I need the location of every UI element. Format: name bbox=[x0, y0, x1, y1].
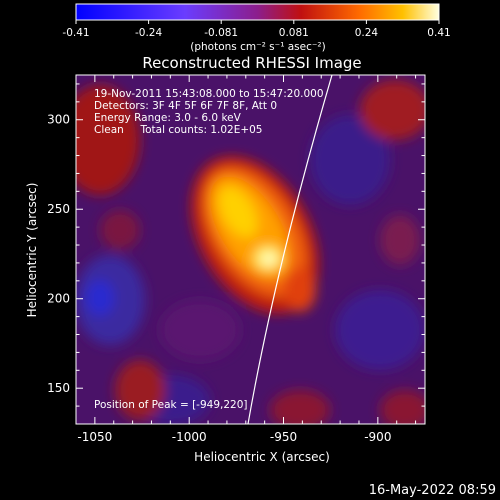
peak-position-label: Position of Peak = [-949,220] bbox=[94, 399, 248, 411]
observation-info: 19-Nov-2011 15:43:08.000 to 15:47:20.000… bbox=[94, 88, 324, 136]
colorbar-units-label: (photons cm⁻² s⁻¹ asec⁻²) bbox=[190, 41, 325, 53]
colorbar-tick-label: -0.24 bbox=[135, 27, 162, 39]
colorbar-tick-label: 0.41 bbox=[427, 27, 450, 39]
info-detectors: Detectors: 3F 4F 5F 6F 7F 8F, Att 0 bbox=[94, 100, 277, 112]
x-axis-ticks: -1050 -1000 -950 -900 bbox=[75, 75, 417, 444]
y-tick-label: 250 bbox=[47, 202, 70, 216]
info-energy-range: Energy Range: 3.0 - 6.0 keV bbox=[94, 112, 242, 124]
plot-title: Reconstructed RHESSI Image bbox=[142, 54, 361, 72]
y-tick-label: 150 bbox=[47, 381, 70, 395]
x-tick-label: -1000 bbox=[172, 430, 207, 444]
info-time-range: 19-Nov-2011 15:43:08.000 to 15:47:20.000 bbox=[94, 88, 324, 100]
colorbar-tick-label: -0.081 bbox=[204, 27, 238, 39]
y-axis-label: Heliocentric Y (arcsec) bbox=[25, 183, 39, 318]
x-tick-label: -1050 bbox=[77, 430, 112, 444]
info-clean-counts: Clean Total counts: 1.02E+05 bbox=[94, 124, 263, 136]
x-axis-label: Heliocentric X (arcsec) bbox=[194, 450, 330, 464]
colorbar-tick-label: 0.24 bbox=[355, 27, 379, 39]
y-tick-label: 200 bbox=[47, 292, 70, 306]
timestamp: 16-May-2022 08:59 bbox=[369, 483, 496, 498]
y-axis-ticks: 150 200 250 300 bbox=[47, 83, 425, 407]
y-tick-label: 300 bbox=[47, 113, 70, 127]
x-tick-label: -900 bbox=[364, 430, 391, 444]
colorbar bbox=[75, 3, 440, 21]
plot-frame bbox=[75, 74, 426, 425]
colorbar-tick-label: 0.081 bbox=[279, 27, 309, 39]
solar-image bbox=[76, 75, 425, 424]
x-tick-label: -950 bbox=[270, 430, 297, 444]
colorbar-ticks: -0.41 -0.24 -0.081 0.081 0.24 0.41 bbox=[62, 20, 451, 39]
colorbar-tick-label: -0.41 bbox=[62, 27, 89, 39]
solar-limb-line bbox=[247, 75, 333, 424]
